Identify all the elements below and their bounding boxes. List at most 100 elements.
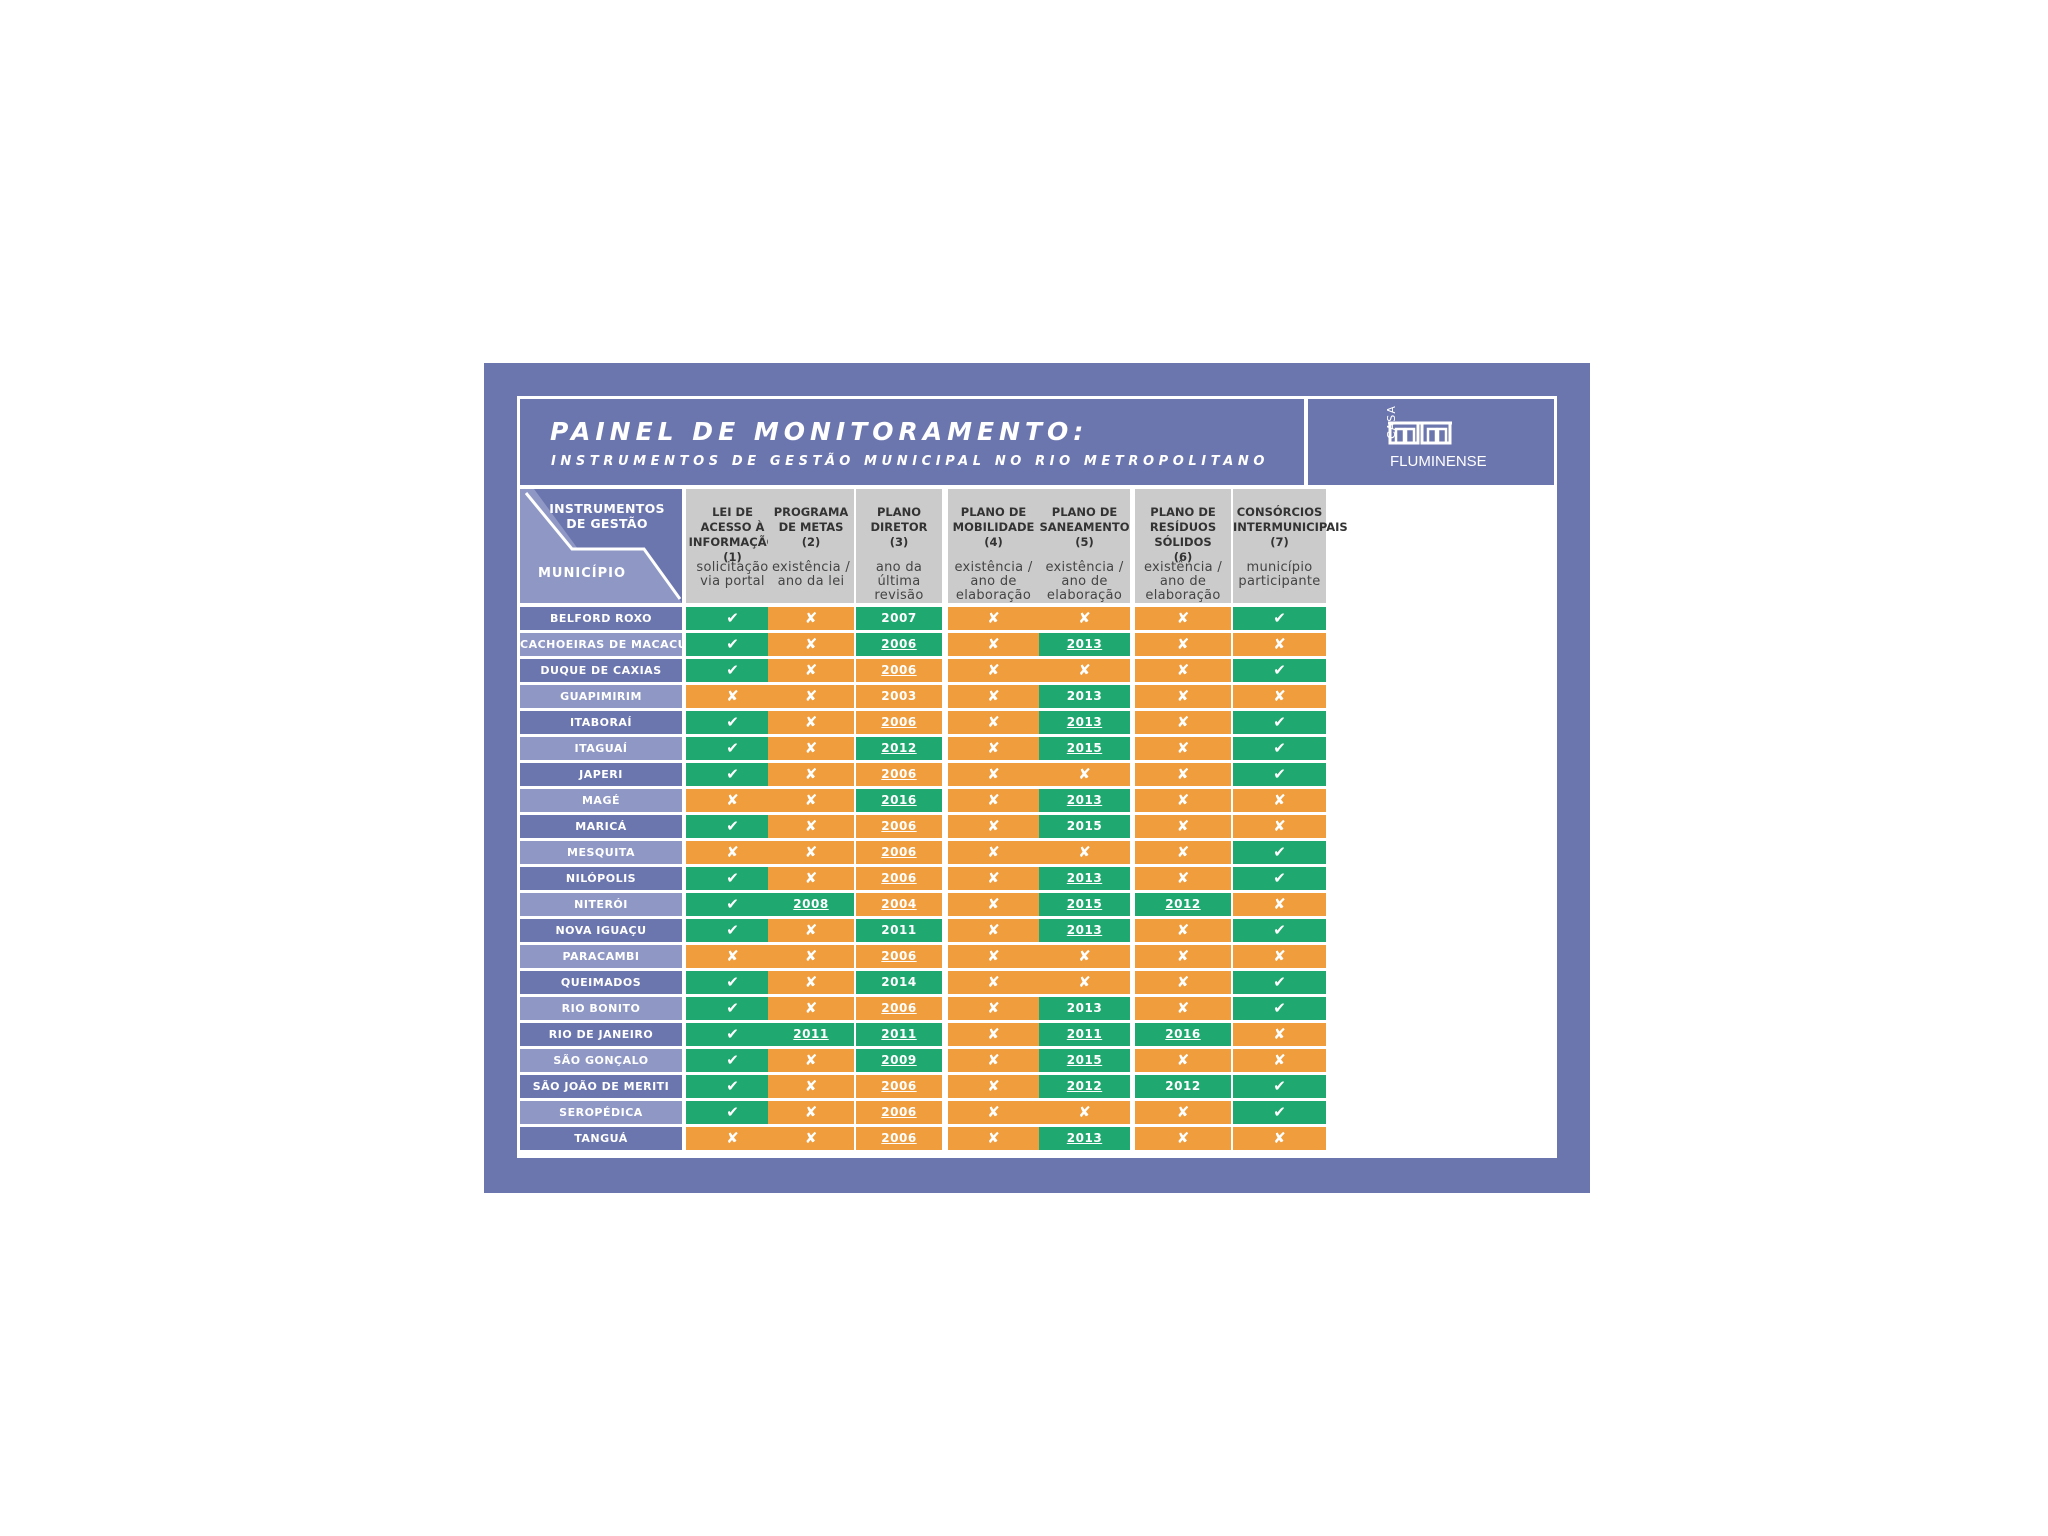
municipio-label: JAPERI: [520, 763, 682, 786]
table-cell: ✘: [948, 893, 1039, 916]
year-value: 2015: [1066, 741, 1103, 755]
table-cell: ✘: [1135, 763, 1231, 786]
checkmark-icon: ✔: [1273, 973, 1286, 991]
table-cell: ✘: [768, 841, 854, 864]
table-cell: ✘: [1135, 633, 1231, 656]
column-title-text: PLANO DIRETOR: [870, 505, 928, 534]
table-cell: 2006: [856, 997, 942, 1020]
column-header-title: PLANO DIRETOR (3): [856, 505, 942, 550]
table-cell: ✘: [948, 763, 1039, 786]
panel-table: PAINEL DE MONITORAMENTO: INSTRUMENTOS DE…: [517, 396, 1557, 1158]
column-header: PLANO DE SANEAMENTO (5) existência / ano d…: [1039, 489, 1130, 603]
table-cell: 2006: [856, 1101, 942, 1124]
x-icon: ✘: [1176, 713, 1190, 731]
municipio-label: ITABORAÍ: [520, 711, 682, 734]
table-cell: ✘: [1233, 1023, 1326, 1046]
checkmark-icon: ✔: [1273, 869, 1286, 887]
year-value: 2011: [1066, 1027, 1103, 1041]
x-icon: ✘: [1176, 1129, 1190, 1147]
table-cell: 2013: [1039, 919, 1130, 942]
municipio-label: MARICÁ: [520, 815, 682, 838]
table-cell: 2006: [856, 1075, 942, 1098]
table-cell: ✘: [768, 971, 854, 994]
table-cell: ✘: [948, 659, 1039, 682]
year-value: 2006: [881, 1079, 917, 1093]
table-cell: ✔: [1233, 997, 1326, 1020]
year-value: 2013: [1066, 1131, 1103, 1145]
x-icon: ✘: [987, 1103, 1000, 1121]
checkmark-icon: ✔: [726, 1051, 739, 1069]
x-icon: ✘: [1176, 921, 1190, 939]
table-cell: ✘: [1039, 1101, 1130, 1124]
table-cell: ✘: [1135, 789, 1231, 812]
x-icon: ✘: [804, 1129, 818, 1147]
x-icon: ✘: [1176, 1051, 1190, 1069]
checkmark-icon: ✔: [726, 895, 739, 913]
column-title-text: PLANO DE RESÍDUOS SÓLIDOS: [1149, 505, 1217, 549]
column-number: (1): [723, 550, 742, 564]
table-cell: ✔: [1233, 711, 1326, 734]
checkmark-icon: ✔: [726, 999, 739, 1017]
table-cell: ✘: [768, 815, 854, 838]
table-cell: 2006: [856, 945, 942, 968]
x-icon: ✘: [804, 973, 818, 991]
monitoring-panel: PAINEL DE MONITORAMENTO: INSTRUMENTOS DE…: [484, 363, 1590, 1193]
casa-fluminense-logo: CASA FLUMINENSE: [1308, 399, 1554, 485]
table-cell: ✘: [1135, 919, 1231, 942]
year-value: 2008: [793, 897, 829, 911]
checkmark-icon: ✔: [1273, 1077, 1286, 1095]
year-value: 2013: [1066, 793, 1103, 807]
checkmark-icon: ✔: [726, 661, 739, 679]
checkmark-icon: ✔: [726, 635, 739, 653]
column-header-title: PLANO DE SANEAMENTO (5): [1039, 505, 1130, 550]
column-number: (5): [1075, 535, 1094, 549]
year-value: 2006: [881, 845, 917, 859]
x-icon: ✘: [1176, 999, 1190, 1017]
table-cell: ✘: [686, 685, 779, 708]
table-cell: ✘: [1135, 997, 1231, 1020]
year-value: 2013: [1066, 871, 1103, 885]
table-cell: 2016: [1135, 1023, 1231, 1046]
table-cell: ✘: [768, 711, 854, 734]
column-header-subtitle: existência / ano de elaboração: [954, 560, 1033, 603]
x-icon: ✘: [1078, 1103, 1091, 1121]
table-cell: ✘: [948, 815, 1039, 838]
column-title-text: PLANO DE SANEAMENTO: [1039, 505, 1130, 534]
year-value: 2006: [881, 1105, 917, 1119]
table-cell: ✘: [768, 1075, 854, 1098]
table-cell: 2015: [1039, 815, 1130, 838]
checkmark-icon: ✔: [726, 713, 739, 731]
diagonal-divider: [520, 489, 682, 603]
year-value: 2012: [1066, 1079, 1103, 1093]
table-cell: ✘: [1135, 841, 1231, 864]
column-title-text: PLANO DE MOBILIDADE: [952, 505, 1035, 534]
municipio-label: DUQUE DE CAXIAS: [520, 659, 682, 682]
table-cell: ✘: [948, 1127, 1039, 1150]
x-icon: ✘: [1176, 765, 1190, 783]
table-cell: 2013: [1039, 685, 1130, 708]
year-value: 2012: [881, 741, 917, 755]
x-icon: ✘: [804, 739, 818, 757]
table-cell: ✘: [1135, 607, 1231, 630]
x-icon: ✘: [1176, 661, 1190, 679]
year-value: 2006: [881, 637, 917, 651]
table-cell: ✔: [1233, 867, 1326, 890]
table-cell: 2006: [856, 841, 942, 864]
table-cell: 2006: [856, 659, 942, 682]
x-icon: ✘: [1078, 661, 1091, 679]
corner-label-instruments: INSTRUMENTOS DE GESTÃO: [549, 501, 665, 531]
x-icon: ✘: [804, 1103, 818, 1121]
table-cell: ✘: [768, 633, 854, 656]
table-cell: ✔: [1233, 737, 1326, 760]
year-value: 2011: [881, 1027, 917, 1041]
x-icon: ✘: [1273, 947, 1286, 965]
table-cell: ✘: [768, 685, 854, 708]
table-cell: ✔: [686, 711, 779, 734]
column-header: CONSÓRCIOS INTERMUNICIPAIS (7) município p…: [1233, 489, 1348, 603]
x-icon: ✘: [1273, 895, 1286, 913]
x-icon: ✘: [987, 713, 1000, 731]
checkmark-icon: ✔: [1273, 739, 1286, 757]
year-value: 2006: [881, 715, 917, 729]
table-cell: 2012: [1135, 1075, 1231, 1098]
x-icon: ✘: [804, 999, 818, 1017]
